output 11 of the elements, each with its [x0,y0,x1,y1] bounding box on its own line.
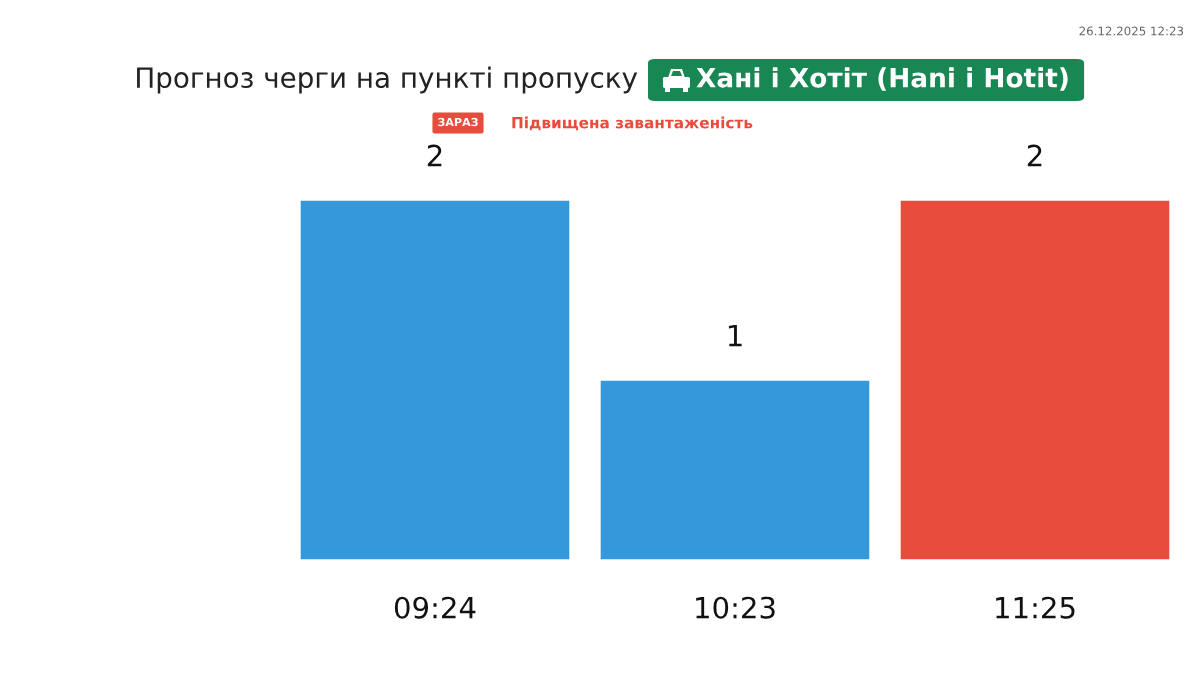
data-label: 1 [728,324,742,347]
x-tick-label: 09:24 [394,596,476,619]
data-label: 2 [427,144,442,167]
x-tick-label: 10:23 [696,596,775,619]
chart-title: Прогноз черги на пункті пропуску [137,66,638,94]
text: Підвищена завантаженість [512,116,753,131]
chart-subtitle: Хані і Хотіт (Hani i Hotit) [696,67,1068,91]
x-tick-label: 11:25 [996,596,1075,619]
text: 26.12.2025 12:23 [1079,26,1184,36]
data-label: 2 [1027,144,1042,167]
text: ЗАРАЗ [438,117,478,127]
